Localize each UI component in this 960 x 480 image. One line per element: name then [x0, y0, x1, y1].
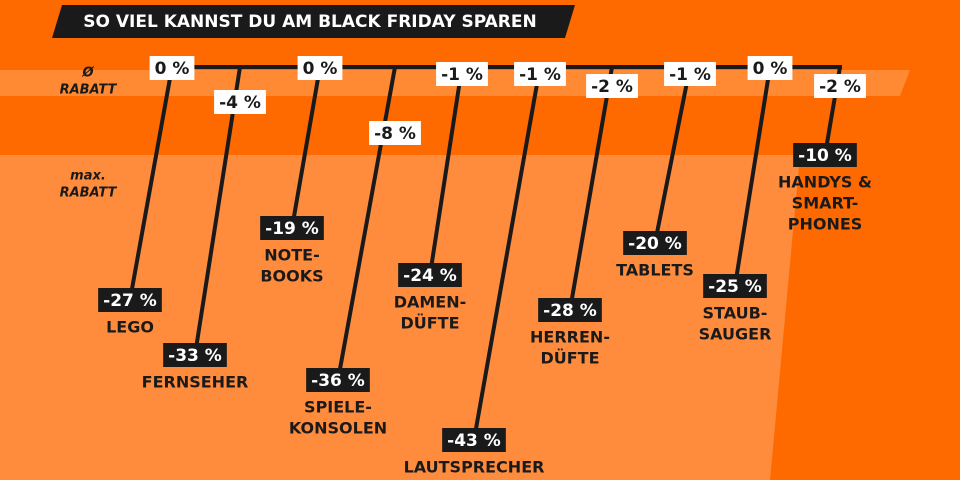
item-name: HANDYS & [778, 173, 872, 192]
max-value: -19 % [265, 219, 319, 239]
avg-box [814, 74, 866, 98]
title: SO VIEL KANNST DU AM BLACK FRIDAY SPAREN [83, 12, 536, 32]
item-name: TABLETS [616, 261, 694, 280]
max-value: -24 % [403, 266, 457, 286]
avg-label: RABATT [60, 83, 118, 98]
connector [290, 66, 322, 229]
max-value: -36 % [311, 371, 365, 391]
max-box [538, 298, 602, 322]
item-name: SPIELE- [304, 398, 372, 417]
connector [653, 66, 692, 244]
avg-box [747, 56, 793, 80]
max-box [163, 343, 227, 367]
connector [733, 66, 772, 287]
item-name: LEGO [106, 318, 154, 337]
avg-box [369, 121, 421, 145]
max-box [306, 368, 370, 392]
max-value: -20 % [628, 234, 682, 254]
avg-box [664, 62, 716, 86]
title-box [52, 5, 575, 38]
max-box [442, 428, 506, 452]
item-name: HERREN- [530, 328, 610, 347]
connector [428, 66, 464, 276]
max-value: -10 % [798, 146, 852, 166]
avg-box [586, 74, 638, 98]
avg-box [149, 56, 195, 80]
avg-box [297, 56, 343, 80]
avg-value: 0 % [155, 59, 190, 79]
item-name: SAUGER [699, 325, 772, 344]
connector [193, 66, 242, 356]
item-name: KONSOLEN [289, 419, 387, 438]
avg-box [514, 62, 566, 86]
connector [472, 66, 542, 441]
max-value: -43 % [447, 431, 501, 451]
item-name: DÜFTE [400, 314, 459, 333]
avg-value: -1 % [669, 65, 711, 85]
avg-box [436, 62, 488, 86]
item-name: SMART- [792, 194, 859, 213]
max-label: max. [70, 169, 106, 184]
item-name: STAUB- [703, 304, 768, 323]
item-name: DAMEN- [394, 293, 467, 312]
max-box [793, 143, 857, 167]
max-value: -28 % [543, 301, 597, 321]
avg-value: 0 % [303, 59, 338, 79]
max-label: RABATT [60, 186, 118, 201]
max-value: -33 % [168, 346, 222, 366]
item-name: FERNSEHER [142, 373, 249, 392]
item-name: BOOKS [260, 267, 323, 286]
avg-value: 0 % [753, 59, 788, 79]
avg-value: -1 % [441, 65, 483, 85]
avg-value: -2 % [591, 77, 633, 97]
avg-label: Ø [81, 66, 94, 81]
max-value: -25 % [708, 277, 762, 297]
max-box [623, 231, 687, 255]
avg-box [214, 90, 266, 114]
item-name: NOTE- [264, 246, 319, 265]
max-box [260, 216, 324, 240]
max-band [0, 155, 800, 480]
avg-value: -8 % [374, 124, 416, 144]
avg-value: -4 % [219, 93, 261, 113]
max-value: -27 % [103, 291, 157, 311]
max-box [703, 274, 767, 298]
connector [568, 66, 614, 311]
connector [128, 66, 174, 301]
connector [336, 66, 397, 381]
avg-value: -2 % [819, 77, 861, 97]
max-box [398, 263, 462, 287]
item-name: PHONES [788, 215, 863, 234]
max-box [98, 288, 162, 312]
item-name: LAUTSPRECHER [404, 458, 545, 477]
avg-value: -1 % [519, 65, 561, 85]
item-name: DÜFTE [540, 349, 599, 368]
